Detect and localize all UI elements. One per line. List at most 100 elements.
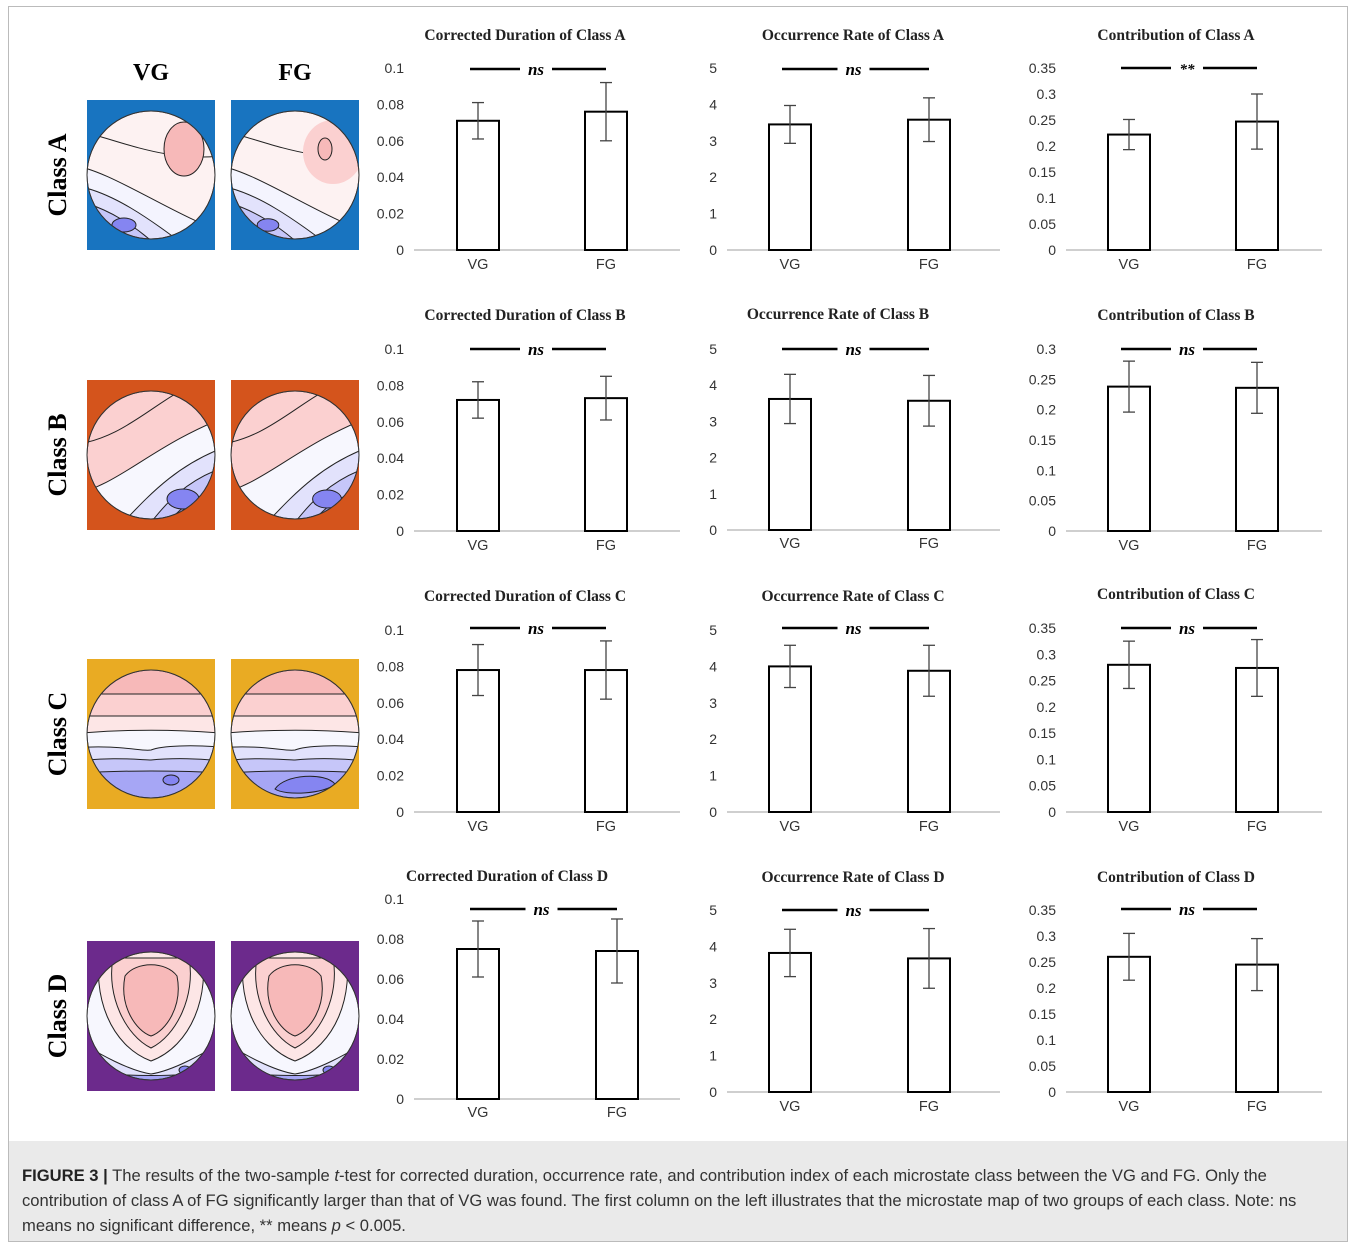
y-tick-label: 0.04 [377,450,404,466]
x-tick-label: FG [596,538,616,554]
y-tick-label: 0.04 [377,169,404,185]
x-tick-label: VG [468,538,489,554]
y-tick-label: 4 [709,96,717,112]
y-tick-label: 3 [709,975,717,991]
map-row-d: Class D [43,941,360,1091]
y-tick-label: 4 [709,377,717,393]
x-tick-label: FG [919,1099,939,1115]
x-tick-label: FG [919,257,939,273]
caption-box [9,1141,1347,1241]
y-tick-label: 0.25 [1029,371,1056,387]
bar-charts: Corrected Duration of Class A 0 0.02 0.04 0.… [377,27,1322,1121]
y-tick-label: 0.1 [385,60,405,76]
caption-t: t [334,1166,339,1185]
y-tick-label: 0.06 [377,695,404,711]
x-tick-label: VG [468,819,489,835]
y-tick-label: 0.3 [1037,928,1057,944]
chart-title: Corrected Duration of Class A [424,27,626,44]
y-tick-label: 0.2 [1037,980,1057,996]
caption-text-3: < 0.005. [340,1216,406,1235]
topo-map-fg [230,380,360,530]
y-tick-label: 1 [709,768,717,784]
figure-canvas: VG FG Class A Class B Class C Class D Correct… [43,27,1322,1121]
y-tick-label: 0.1 [1037,1032,1057,1048]
y-tick-label: 0.3 [1037,86,1057,102]
y-tick-label: 0.06 [377,133,404,149]
class-label: Class B [43,413,72,496]
y-tick-label: 0 [709,804,717,820]
bar-chart-8: Occurrence Rate of Class C 0 1 2 3 4 5 VG FG ns [709,588,1000,835]
significance-label: ns [528,619,544,638]
x-tick-label: FG [1247,1099,1267,1115]
x-tick-label: FG [919,536,939,552]
y-tick-label: 0.02 [377,1051,404,1067]
y-tick-label: 0.2 [1037,138,1057,154]
map-group-label-fg: FG [278,60,312,86]
x-tick-label: FG [1247,538,1267,554]
y-tick-label: 0.02 [377,487,404,503]
y-tick-label: 2 [709,1011,717,1027]
y-tick-label: 0 [1048,1084,1056,1100]
y-tick-label: 0.08 [377,931,404,947]
y-tick-label: 2 [709,731,717,747]
chart-title: Occurrence Rate of Class B [747,306,929,323]
y-tick-label: 5 [709,60,717,76]
y-tick-label: 0 [709,522,717,538]
bar-chart-9: Contribution of Class C 0 0.05 0.1 0.15 0.2 0.… [1029,586,1322,835]
chart-title: Occurrence Rate of Class C [761,588,944,605]
x-tick-label: VG [780,819,801,835]
y-tick-label: 0.25 [1029,954,1056,970]
y-tick-label: 0 [396,523,404,539]
topo-map-vg [86,659,216,809]
significance-label: ns [533,900,549,919]
class-label: Class A [43,133,72,216]
y-tick-label: 0.15 [1029,725,1056,741]
y-tick-label: 0.25 [1029,673,1056,689]
bar-chart-12: Contribution of Class D 0 0.05 0.1 0.15 0.2 0.… [1029,869,1322,1115]
y-tick-label: 4 [709,658,717,674]
significance-label: ns [845,619,861,638]
y-tick-label: 3 [709,413,717,429]
significance-label: ns [528,340,544,359]
x-tick-label: FG [607,1105,627,1121]
chart-title: Occurrence Rate of Class A [762,27,945,44]
bar-vg [1107,133,1151,251]
y-tick-label: 3 [709,133,717,149]
y-tick-label: 0.1 [1037,462,1057,478]
y-tick-label: 0.15 [1029,432,1056,448]
y-tick-label: 0.05 [1029,778,1056,794]
y-tick-label: 5 [709,341,717,357]
y-tick-label: 0.05 [1029,493,1056,509]
x-tick-label: VG [780,257,801,273]
y-tick-label: 0.1 [385,891,405,907]
bar-chart-2: Occurrence Rate of Class A 0 1 2 3 4 5 VG FG ns [709,27,1000,273]
x-tick-label: FG [919,819,939,835]
y-tick-label: 0 [396,804,404,820]
bar-chart-6: Contribution of Class B 0 0.05 0.1 0.15 0.2 0.… [1029,307,1322,554]
x-tick-label: FG [596,819,616,835]
bar-chart-4: Corrected Duration of Class B 0 0.02 0.04 0.… [377,307,680,554]
y-tick-label: 0 [396,1091,404,1107]
significance-label: ns [1179,340,1195,359]
y-tick-label: 1 [709,206,717,222]
x-tick-label: VG [1119,538,1140,554]
bar-chart-3: Contribution of Class A 0 0.05 0.1 0.15 0.2 0.… [1029,27,1322,273]
chart-title: Contribution of Class C [1097,586,1255,603]
y-tick-label: 0.06 [377,414,404,430]
significance-label: ns [845,901,861,920]
topo-map-fg [230,100,360,250]
y-tick-label: 0.02 [377,206,404,222]
y-tick-label: 0.08 [377,658,404,674]
significance-label: ns [845,60,861,79]
topo-map-vg [86,941,216,1091]
map-row-b: Class B [43,380,360,530]
y-tick-label: 0.06 [377,971,404,987]
y-tick-label: 0 [1048,804,1056,820]
figure-caption: FIGURE 3 | The results of the two-sample… [22,1163,1338,1238]
significance-label: ns [1179,900,1195,919]
y-tick-label: 5 [709,622,717,638]
topo-map-fg [230,941,360,1091]
class-label: Class C [43,692,72,777]
significance-label: ** [1180,62,1196,78]
y-tick-label: 3 [709,695,717,711]
